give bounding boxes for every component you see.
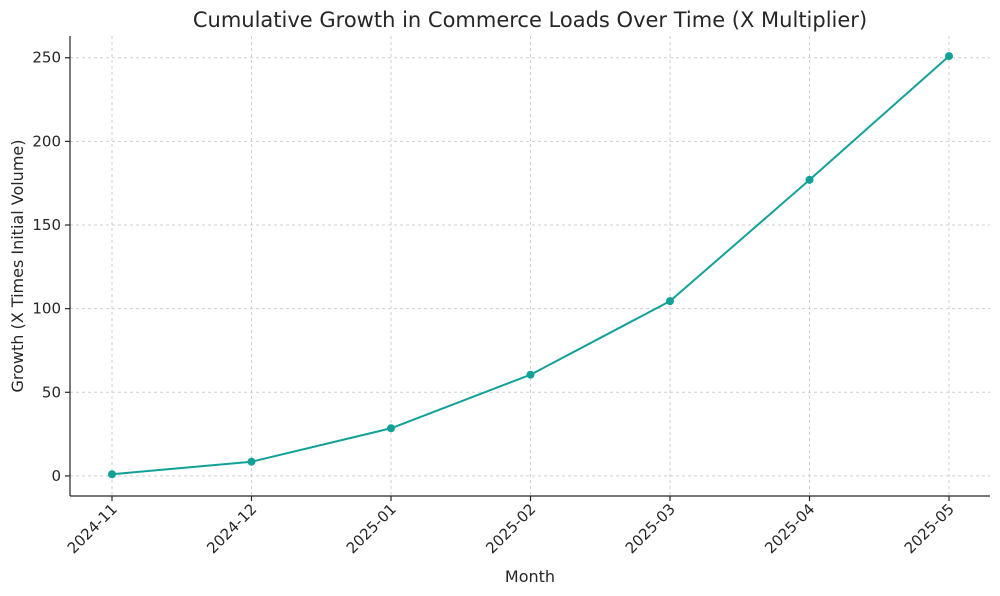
x-tick-label: 2025-02: [482, 500, 539, 557]
data-point: [387, 424, 395, 433]
y-tick-label: 250: [32, 49, 61, 67]
y-tick-label: 150: [32, 216, 61, 234]
x-tick-label: 2024-11: [64, 500, 121, 557]
data-point: [666, 297, 674, 306]
y-axis-label: Growth (X Times Initial Volume): [8, 140, 27, 393]
data-point: [526, 370, 535, 379]
x-tick-label: 2025-01: [343, 500, 400, 557]
data-point: [805, 175, 814, 184]
series: [108, 52, 953, 479]
y-tick-label: 50: [42, 383, 61, 401]
chart-title: Cumulative Growth in Commerce Loads Over…: [193, 8, 867, 32]
x-tick-label: 2025-05: [901, 500, 958, 557]
y-tick-label: 0: [51, 467, 61, 485]
x-tick-label: 2025-03: [622, 500, 679, 557]
data-point: [108, 470, 116, 479]
x-tick-label: 2024-12: [203, 500, 260, 557]
data-point: [247, 457, 256, 466]
x-tick-label: 2025-04: [761, 500, 818, 557]
data-point: [945, 52, 953, 61]
y-tick-label: 200: [32, 132, 61, 150]
y-tick-label: 100: [32, 300, 61, 318]
grid-lines: [70, 36, 990, 496]
x-axis-label: Month: [505, 567, 555, 586]
axes: 0 50 100 150 200 250 2024-11 2024-12 2025-01 2025…: [32, 36, 990, 557]
